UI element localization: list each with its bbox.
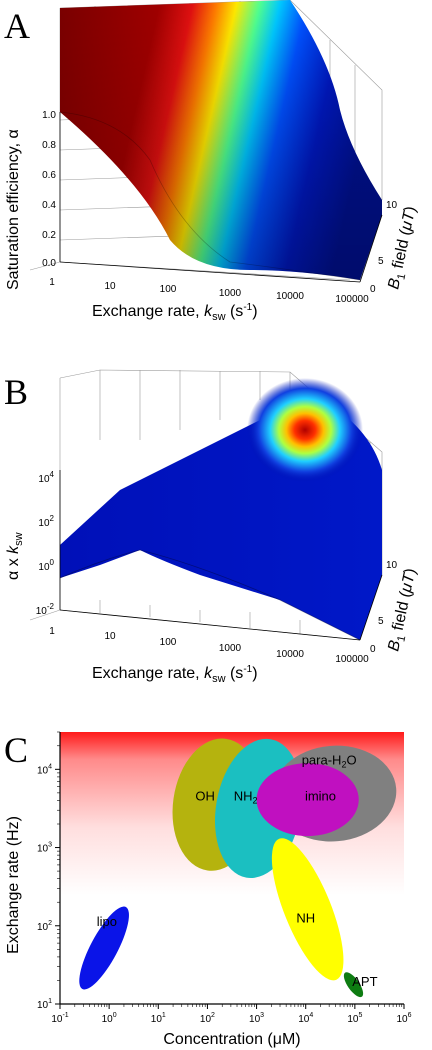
x-tick-label: 100 (102, 1012, 117, 1025)
panel-a-b1-label: B1 field (μT) (385, 205, 422, 292)
region-label-apt: APT (352, 974, 377, 989)
x-tick-label: 102 (200, 1012, 215, 1025)
z-tick: 0.8 (42, 140, 56, 151)
x-tick: 100000 (335, 294, 369, 305)
y-tick-label: 104 (37, 763, 52, 776)
panel-a-surface-shade (60, 0, 382, 280)
panel-c: C lipo OH NH2 para-H2O imino NH APT 10-1 100 101… (4, 730, 412, 1048)
region-label-para-h2o: para-H2O (302, 753, 357, 770)
panel-b-axes (59, 470, 383, 641)
panel-a-x-ticks: 1 10 100 1000 10000 100000 (49, 277, 369, 305)
panel-a-axes (59, 112, 383, 283)
x-tick: 10 (104, 631, 116, 642)
panel-a-z-label: Saturation efficiency, α (5, 129, 22, 290)
panel-c-y-label: Exchange rate (Hz) (5, 816, 22, 954)
panel-a-x-label: Exchange rate, ksw (s-1) (92, 302, 258, 323)
x-tick-label: 101 (151, 1012, 166, 1025)
region-label-nh2: NH2 (234, 788, 258, 805)
panel-c-axes: 10-1 100 101 102 103 104 105 106 101 102 103 104 (37, 731, 412, 1025)
region-apt (343, 972, 364, 998)
x-tick: 100 (160, 284, 177, 295)
x-tick: 1 (49, 626, 55, 637)
b-tick: 10 (386, 560, 398, 571)
z-tick: 0.2 (42, 230, 56, 241)
y-tick-label: 103 (37, 842, 52, 855)
z-tick: 10-2 (36, 602, 55, 617)
panel-b: B (4, 369, 422, 685)
z-tick: 1.0 (42, 110, 56, 121)
panel-a-b-ticks: 0 5 10 (370, 200, 398, 295)
z-tick: 100 (38, 558, 54, 573)
z-tick: 102 (38, 514, 54, 529)
region-label-lipo: lipo (97, 914, 117, 929)
x-tick: 1000 (219, 288, 242, 299)
x-tick: 10000 (276, 649, 304, 660)
z-tick: 104 (38, 470, 54, 485)
panel-a-surface-edge (59, 111, 361, 281)
x-tick: 10000 (276, 291, 304, 302)
region-label-imino: imino (305, 788, 336, 803)
panel-b-letter: B (4, 372, 28, 412)
b-tick: 5 (378, 616, 384, 627)
panel-b-surface-fold (59, 549, 361, 641)
x-tick: 100 (160, 637, 177, 648)
panel-b-b-ticks: 0 5 10 (370, 560, 398, 655)
panel-b-z-ticks: 104 102 100 10-2 (36, 470, 55, 617)
panel-a: A (4, 0, 422, 323)
region-nh (271, 838, 344, 981)
b-tick: 0 (370, 644, 376, 655)
panel-b-x-ticks: 1 10 100 1000 10000 100000 (49, 626, 369, 665)
region-label-oh: OH (195, 788, 215, 803)
panel-c-letter: C (4, 730, 28, 770)
x-tick: 1 (49, 277, 55, 288)
x-tick: 1000 (219, 643, 242, 654)
region-label-nh: NH (296, 911, 315, 926)
x-tick-label: 10-1 (51, 1012, 68, 1025)
panel-c-x-label: Concentration (μM) (163, 1031, 300, 1048)
panel-a-letter: A (4, 6, 30, 46)
panel-b-z-label: α x ksw (5, 532, 25, 580)
panel-c-regions: lipo OH NH2 para-H2O imino NH APT (79, 738, 397, 998)
x-tick-label: 103 (249, 1012, 264, 1025)
panel-b-x-label: Exchange rate, ksw (s-1) (92, 664, 258, 685)
x-tick-label: 106 (396, 1012, 411, 1025)
panel-b-b1-label: B1 field (μT) (385, 567, 422, 654)
x-tick-label: 104 (298, 1012, 313, 1025)
region-lipo (79, 906, 129, 990)
region-imino (256, 763, 359, 837)
x-tick: 10 (104, 281, 116, 292)
b-tick: 5 (378, 256, 384, 267)
y-tick-label: 102 (37, 920, 52, 933)
z-tick: 0.0 (42, 258, 56, 269)
b-tick: 10 (386, 200, 398, 211)
y-tick-label: 101 (37, 998, 52, 1011)
x-tick-label: 105 (347, 1012, 362, 1025)
panel-b-surface-peak (247, 378, 363, 482)
b-tick: 0 (370, 284, 376, 295)
z-tick: 0.6 (42, 170, 56, 181)
x-tick: 100000 (335, 654, 369, 665)
z-tick: 0.4 (42, 200, 56, 211)
panel-a-z-ticks: 1.0 0.8 0.6 0.4 0.2 0.0 (42, 110, 56, 269)
